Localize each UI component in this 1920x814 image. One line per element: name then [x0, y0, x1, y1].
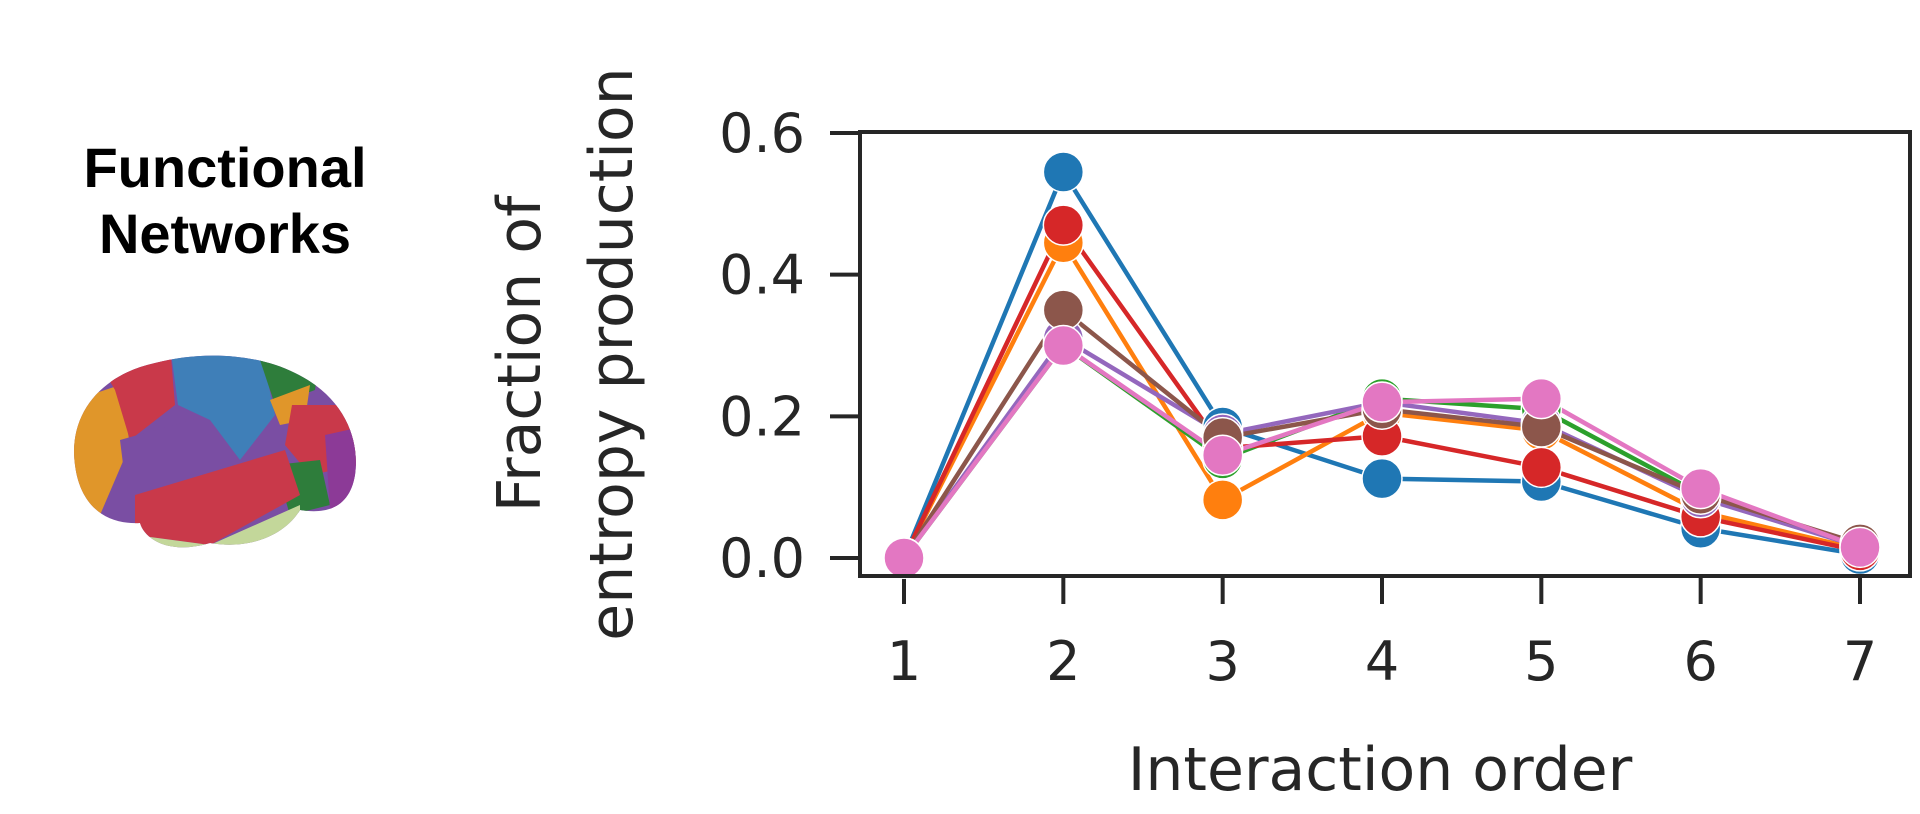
panel-title-line1: Functional: [83, 136, 367, 199]
x-tick-label: 7: [1843, 630, 1877, 693]
x-tick-label: 2: [1046, 630, 1080, 693]
data-point: [1042, 324, 1085, 367]
y-tick-label: 0.6: [719, 102, 805, 165]
x-tick-label: 6: [1683, 630, 1717, 693]
data-point: [1361, 381, 1403, 423]
x-axis: 1 2 3 4 5 6 7: [887, 576, 1877, 693]
data-point: [1839, 526, 1881, 569]
brain-network-illustration: [74, 355, 356, 548]
data-point: [1520, 377, 1563, 420]
data-point: [1520, 446, 1563, 489]
data-point: [1201, 479, 1244, 521]
x-axis-label: Interaction order: [1128, 735, 1633, 805]
x-tick-label: 4: [1365, 630, 1399, 693]
panel-title: Functional Networks: [40, 135, 410, 267]
y-axis-label-line1: Fraction of: [485, 194, 555, 512]
x-tick-label: 5: [1524, 630, 1558, 693]
plot-frame: [858, 130, 1912, 578]
y-tick-label: 0.0: [719, 527, 805, 590]
data-point: [1042, 204, 1085, 246]
x-tick-label: 3: [1205, 630, 1239, 693]
x-tick-label: 1: [887, 630, 921, 693]
data-point: [1201, 434, 1244, 477]
brain-region-red-temporal: [135, 450, 300, 545]
data-point: [1361, 457, 1403, 500]
y-tick-label: 0.4: [719, 244, 805, 307]
data-point: [1679, 467, 1722, 510]
data-point: [1042, 151, 1085, 193]
y-tick-label: 0.2: [719, 385, 805, 448]
series-points: [883, 151, 1881, 579]
panel-title-line2: Networks: [98, 202, 352, 265]
data-point: [1042, 289, 1085, 331]
y-axis-label: Fraction of entropy production: [485, 67, 647, 640]
y-axis-label-line2: entropy production: [577, 67, 647, 640]
brain-region-blue: [170, 355, 275, 460]
data-point: [883, 537, 925, 579]
y-axis: 0.0 0.2 0.4 0.6: [719, 102, 860, 590]
